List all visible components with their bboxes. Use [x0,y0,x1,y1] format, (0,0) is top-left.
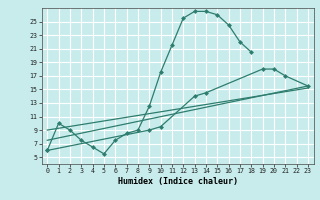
X-axis label: Humidex (Indice chaleur): Humidex (Indice chaleur) [118,177,237,186]
